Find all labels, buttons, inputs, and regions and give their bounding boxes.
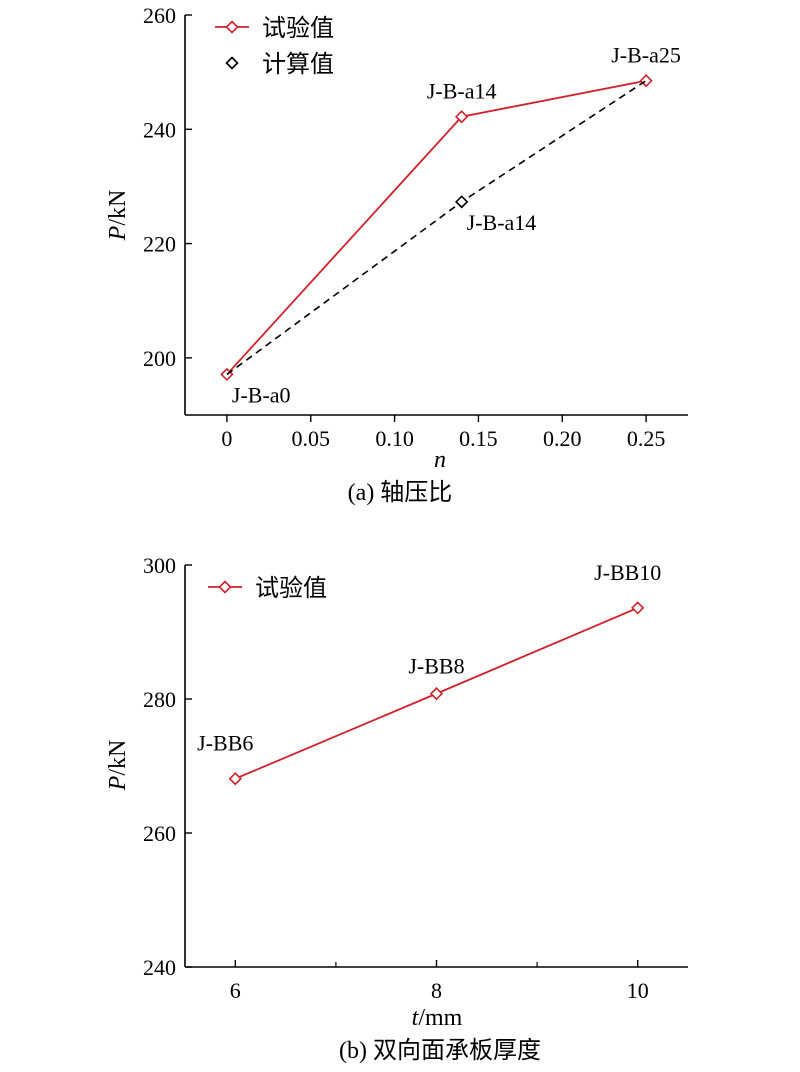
chart-b-y-axis-title: P/kN [105, 740, 131, 792]
chart-a-x-axis-title: n [434, 447, 446, 473]
chart-a-x-tick-label: 0 [221, 426, 232, 451]
chart-a-caption: (a) 轴压比 [348, 479, 453, 506]
chart-a-series-0-point [455, 110, 469, 124]
chart-b-x-tick-label: 10 [627, 978, 649, 1003]
chart-b-y-tick-label: 240 [143, 955, 176, 980]
chart-a-y-tick-label: 240 [143, 117, 176, 142]
chart-b-x-axis-title: t/mm [412, 1005, 463, 1031]
chart-a-legend-label-0: 试验值 [262, 15, 334, 42]
chart-b-y-tick-label: 280 [143, 687, 176, 712]
chart-b-legend-label-0: 试验值 [255, 575, 327, 602]
chart-a-x-tick-label: 0.10 [375, 426, 414, 451]
chart-b-series-0-point [631, 601, 645, 615]
chart-a-point-label: J-B-a0 [232, 382, 291, 407]
chart-a-x-tick-label: 0.20 [543, 426, 582, 451]
chart-a-point-label: J-B-a14 [467, 210, 537, 235]
chart-b-point-label: J-BB8 [408, 654, 464, 679]
chart-a-series-1-point [455, 195, 469, 209]
chart-a-legend-marker-1 [225, 56, 239, 70]
chart-a-x-tick-label: 0.15 [459, 426, 498, 451]
chart-plate-thickness: 240 260 280 300 6 8 10 试验值 J-BB6 J-BB8 J-BB10 t/mm… [105, 553, 688, 1064]
chart-b-y-tick-label: 260 [143, 821, 176, 846]
chart-a-series-1-line [226, 80, 647, 376]
chart-a-x-tick-label: 0.05 [292, 426, 331, 451]
chart-a-series-0-line [226, 79, 647, 376]
chart-a-y-tick-label: 260 [143, 3, 176, 28]
chart-a-y-tick-label: 220 [143, 232, 176, 257]
chart-b-point-label: J-BB10 [594, 560, 661, 585]
chart-b-x-tick-label: 8 [431, 978, 442, 1003]
chart-b-marks: 240 260 280 300 6 8 10 试验值 J-BB6 J-BB8 J-BB10 [143, 553, 688, 1003]
chart-a-x-tick-label: 0.25 [627, 426, 666, 451]
chart-b-series-0-point [228, 772, 242, 786]
chart-b-caption: (b) 双向面承板厚度 [339, 1037, 541, 1064]
chart-b-x-tick-label: 6 [230, 978, 241, 1003]
chart-b-y-tick-label: 300 [143, 553, 176, 578]
chart-a-point-label: J-B-a14 [427, 79, 497, 104]
chart-b-series-0-point [429, 687, 444, 701]
chart-b-legend-marker-0 [218, 580, 232, 594]
chart-a-y-axis-title: P/kN [105, 190, 131, 242]
chart-a-point-label: J-B-a25 [611, 43, 681, 68]
chart-a-legend-marker-0 [225, 20, 239, 34]
chart-a-legend-label-1: 计算值 [262, 51, 334, 78]
chart-a-y-tick-label: 200 [143, 346, 176, 371]
chart-b-point-label: J-BB6 [197, 731, 253, 756]
chart-a-series-0-point [639, 74, 653, 88]
